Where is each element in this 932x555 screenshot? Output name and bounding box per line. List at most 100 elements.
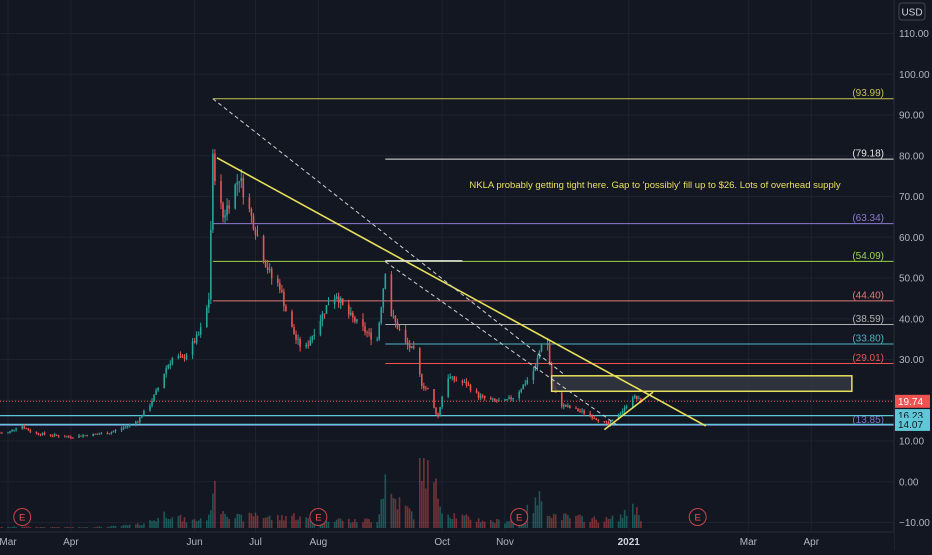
volume-bar bbox=[167, 518, 170, 528]
volume-bar bbox=[356, 522, 358, 528]
candle-body bbox=[171, 358, 174, 364]
volume-bar bbox=[583, 521, 585, 528]
candle-body bbox=[327, 304, 330, 306]
volume-bar bbox=[281, 515, 283, 528]
volume-bar bbox=[238, 514, 241, 528]
candle-body bbox=[350, 312, 352, 315]
candle-body bbox=[352, 312, 354, 318]
volume-bar bbox=[171, 517, 174, 528]
price-badge-bg bbox=[895, 394, 930, 408]
x-tick-label: Mar bbox=[0, 537, 17, 548]
volume-bar bbox=[597, 522, 600, 528]
volume-bar bbox=[441, 513, 443, 528]
volume-bar bbox=[394, 498, 397, 528]
volume-bar bbox=[80, 527, 82, 528]
candle-body bbox=[625, 406, 628, 408]
candle-body bbox=[418, 348, 421, 375]
candle-body bbox=[262, 235, 265, 263]
candle-body bbox=[199, 327, 202, 335]
volume-bar bbox=[481, 520, 484, 528]
currency-button[interactable]: USD bbox=[898, 2, 926, 21]
candle-body bbox=[518, 391, 520, 399]
candle-body bbox=[481, 395, 484, 397]
candle-body bbox=[242, 178, 245, 198]
volume-bar bbox=[43, 527, 46, 528]
price-badge: 19.74 bbox=[895, 394, 930, 408]
x-tick-label: Apr bbox=[804, 537, 820, 548]
volume-bar bbox=[577, 515, 579, 528]
candle-body bbox=[143, 410, 145, 417]
candle-body bbox=[605, 421, 608, 423]
volume-bar bbox=[299, 516, 301, 528]
volume-bar bbox=[546, 515, 549, 528]
candle-body bbox=[305, 344, 307, 347]
volume-bar bbox=[423, 458, 425, 528]
y-tick-label: 100.00 bbox=[899, 70, 930, 81]
gap-fill-box bbox=[550, 375, 853, 393]
fib-level-label: (54.09) bbox=[852, 251, 884, 262]
candle-body bbox=[270, 268, 273, 279]
candle-body bbox=[333, 298, 336, 305]
candle-body bbox=[228, 205, 230, 209]
x-tick-label: 2021 bbox=[618, 537, 641, 548]
volume-bar bbox=[477, 518, 480, 528]
volume-bar bbox=[449, 517, 452, 528]
candle-body bbox=[266, 266, 269, 270]
volume-bar bbox=[23, 526, 26, 528]
candle-body bbox=[378, 322, 381, 340]
candle-body bbox=[392, 315, 395, 317]
candle-body bbox=[619, 413, 622, 416]
volume-bar bbox=[595, 519, 598, 528]
trendline bbox=[385, 261, 617, 426]
volume-bar bbox=[321, 522, 324, 528]
candle-body bbox=[281, 289, 283, 292]
volume-bar bbox=[51, 526, 54, 528]
candle-body bbox=[638, 398, 640, 400]
candle-body bbox=[609, 421, 612, 425]
candle-body bbox=[157, 388, 159, 391]
volume-bar bbox=[297, 519, 299, 528]
candle-body bbox=[451, 376, 454, 378]
volume-bar bbox=[169, 519, 172, 528]
candle-body bbox=[254, 229, 257, 235]
candle-body bbox=[78, 435, 80, 438]
candle-body bbox=[283, 291, 285, 307]
volume-bar bbox=[579, 514, 581, 528]
volume-bar bbox=[625, 515, 628, 528]
x-tick-label: Aug bbox=[309, 537, 327, 548]
candle-body bbox=[408, 344, 411, 348]
candle-body bbox=[550, 364, 553, 385]
volume-bar bbox=[451, 518, 454, 528]
candle-body bbox=[295, 334, 297, 340]
candle-body bbox=[439, 407, 441, 417]
x-axis-ticks: Mar Apr Jun Jul Aug Oct Nov 2021 Mar Apr bbox=[0, 537, 820, 548]
candle-body bbox=[356, 319, 358, 322]
volume-bar bbox=[262, 517, 265, 528]
candle-body bbox=[611, 419, 614, 422]
candle-body bbox=[335, 296, 338, 299]
candle-body bbox=[240, 178, 243, 182]
candle-body bbox=[623, 407, 626, 411]
candle-body bbox=[593, 418, 596, 419]
candle-body bbox=[435, 407, 437, 414]
candle-body bbox=[526, 379, 529, 384]
candle-body bbox=[165, 367, 168, 374]
volume-bar bbox=[636, 507, 638, 528]
volume-bar bbox=[621, 517, 624, 528]
candle-body bbox=[124, 426, 127, 428]
volume-bar bbox=[560, 520, 563, 528]
earnings-marker: E bbox=[309, 508, 328, 526]
candle-body bbox=[177, 356, 180, 359]
volume-bar bbox=[120, 525, 123, 528]
candle-body bbox=[114, 430, 117, 432]
volume-bar bbox=[437, 498, 439, 528]
candle-body bbox=[398, 328, 401, 330]
price-badge: 14.07 bbox=[895, 417, 930, 431]
volume-bar bbox=[37, 527, 40, 528]
volume-bar bbox=[421, 480, 423, 528]
y-tick-label: 50.00 bbox=[899, 274, 924, 285]
candle-body bbox=[134, 421, 137, 425]
candle-body bbox=[640, 398, 642, 402]
candle-body bbox=[224, 215, 226, 218]
